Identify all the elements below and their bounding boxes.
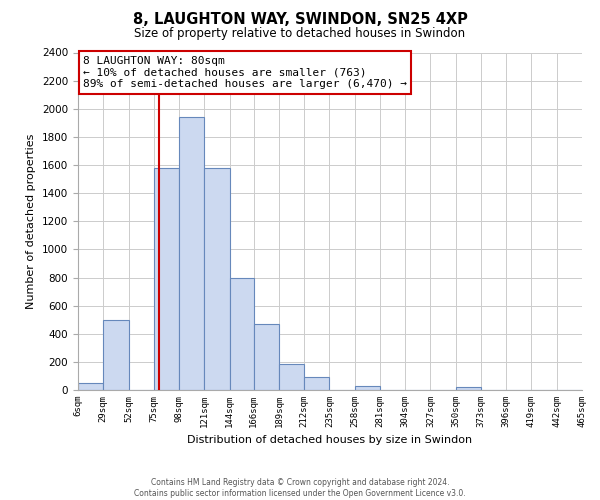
Bar xyxy=(456,387,481,390)
Bar xyxy=(254,324,279,390)
Bar xyxy=(355,386,380,390)
Y-axis label: Number of detached properties: Number of detached properties xyxy=(26,134,37,309)
Bar xyxy=(103,320,128,390)
Bar xyxy=(78,383,103,390)
Bar xyxy=(154,168,179,390)
Bar xyxy=(230,278,254,390)
Bar xyxy=(279,364,304,390)
Bar xyxy=(204,168,230,390)
Text: Size of property relative to detached houses in Swindon: Size of property relative to detached ho… xyxy=(134,28,466,40)
X-axis label: Distribution of detached houses by size in Swindon: Distribution of detached houses by size … xyxy=(187,436,473,446)
Bar xyxy=(304,378,329,390)
Text: Contains HM Land Registry data © Crown copyright and database right 2024.
Contai: Contains HM Land Registry data © Crown c… xyxy=(134,478,466,498)
Bar xyxy=(179,117,204,390)
Text: 8 LAUGHTON WAY: 80sqm
← 10% of detached houses are smaller (763)
89% of semi-det: 8 LAUGHTON WAY: 80sqm ← 10% of detached … xyxy=(83,56,407,89)
Text: 8, LAUGHTON WAY, SWINDON, SN25 4XP: 8, LAUGHTON WAY, SWINDON, SN25 4XP xyxy=(133,12,467,28)
